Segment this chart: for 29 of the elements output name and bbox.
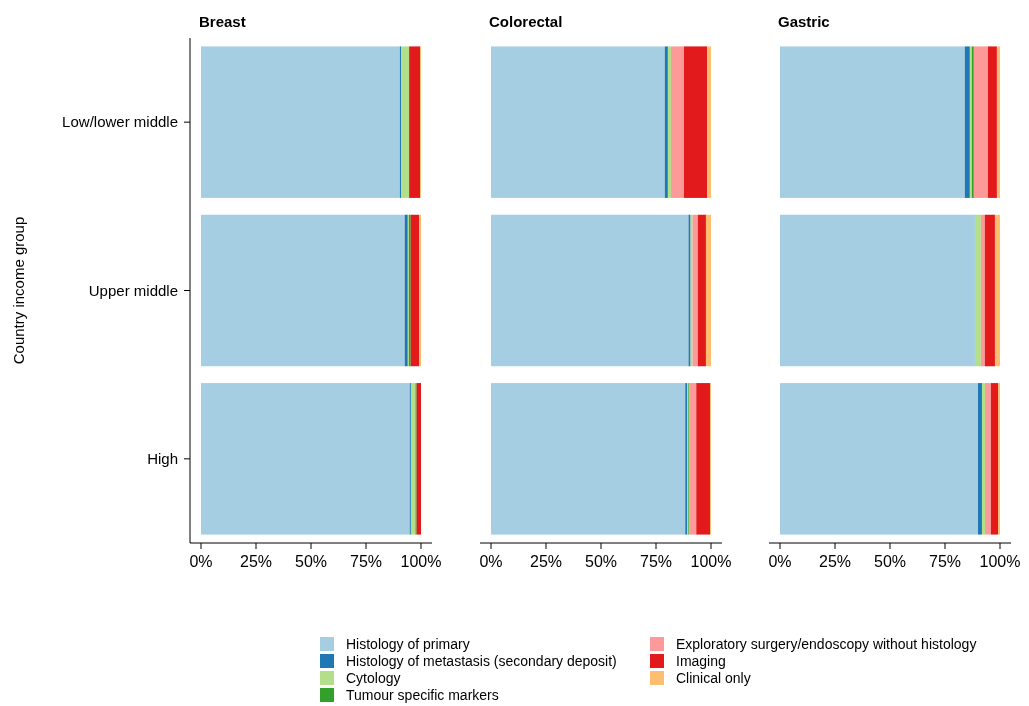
x-tick-label: 75% [349,553,383,570]
legend-label: Exploratory surgery/endoscopy without histology [676,635,977,652]
x-tick-label: 25% [818,553,852,570]
legend-label: Cytology [346,669,401,686]
legend-label: Imaging [676,652,726,669]
x-tick-label: 100% [979,553,1021,570]
y-tick-label: Upper middle [88,281,178,299]
x-tick-label: 0% [479,553,503,570]
x-tick-label: 0% [189,553,213,570]
legend-label: Histology of metastasis (secondary deposit) [346,652,617,669]
x-tick-label: 50% [294,553,328,570]
legend-label: Histology of primary [346,635,470,652]
x-tick-label: 100% [690,553,732,570]
x-tick-label: 100% [400,553,442,570]
legend-label: Tumour specific markers [346,686,499,703]
x-tick-label: 50% [873,553,907,570]
x-tick-label: 75% [639,553,673,570]
chart-title: Gastric [778,13,830,30]
x-tick-label: 50% [584,553,618,570]
x-tick-label: 25% [529,553,563,570]
y-tick-label: High [147,450,178,468]
chart-title: Colorectal [489,13,563,30]
y-tick-label: Low/lower middle [62,113,178,131]
chart-title: Breast [199,13,246,30]
x-tick-label: 0% [768,553,792,570]
x-tick-label: 75% [928,553,962,570]
x-tick-label: 25% [239,553,273,570]
y-axis-title: Country income group [10,216,27,365]
legend-label: Clinical only [676,669,751,686]
